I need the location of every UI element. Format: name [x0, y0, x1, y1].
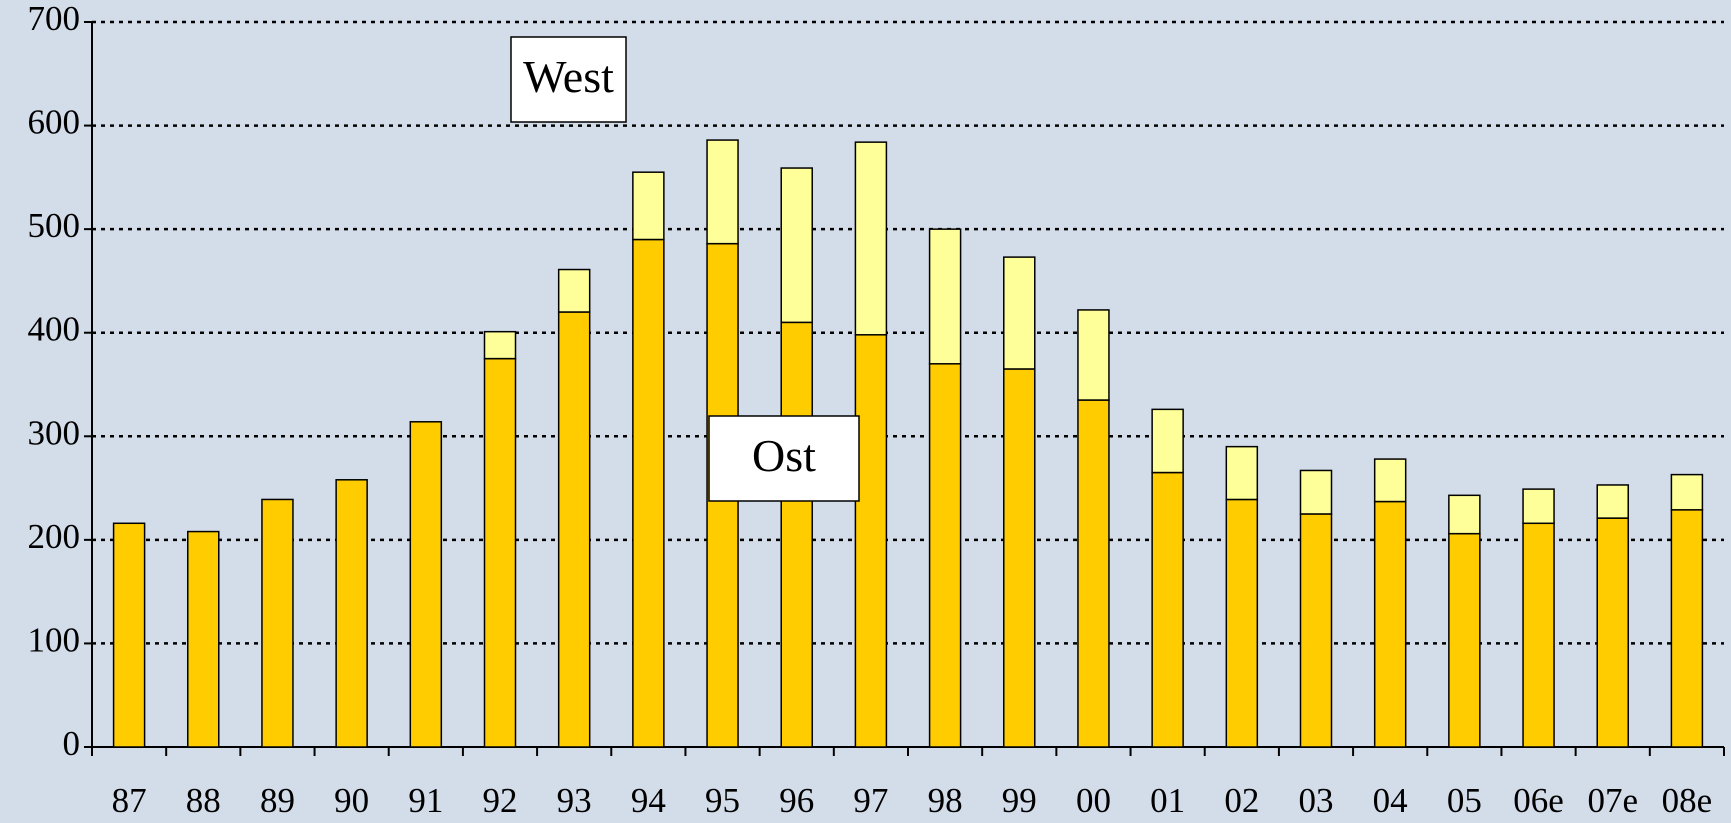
- bar-segment: [187, 530, 220, 748]
- bar-segment: [854, 141, 888, 336]
- x-tick-label: 07e: [1587, 781, 1638, 820]
- bar-segment: [1448, 494, 1481, 535]
- y-tick-label: 700: [28, 0, 81, 38]
- bar-segment: [1003, 368, 1036, 748]
- x-tick-label: 88: [186, 781, 221, 820]
- x-tick-label: 00: [1076, 781, 1111, 820]
- bar-segment: [1225, 498, 1259, 748]
- x-tick-label: 93: [557, 781, 592, 820]
- bar-segment: [928, 228, 962, 365]
- x-tick-label: 92: [483, 781, 518, 820]
- bar-segment: [1596, 517, 1629, 748]
- y-tick-label: 100: [28, 620, 81, 659]
- x-tick-label: 08e: [1662, 781, 1713, 820]
- bar-segment: [1522, 522, 1555, 748]
- x-tick-label: 89: [260, 781, 295, 820]
- y-tick-label: 300: [28, 413, 81, 452]
- series-label-box: [708, 415, 860, 502]
- bar-segment: [1077, 309, 1110, 401]
- bar-segment: [335, 479, 368, 748]
- bar-segment: [409, 421, 443, 748]
- x-tick-label: 94: [631, 781, 666, 820]
- x-tick-label: 90: [334, 781, 369, 820]
- bar-segment: [1448, 532, 1481, 748]
- x-tick-label: 91: [408, 781, 443, 820]
- bar-segment: [632, 238, 665, 748]
- bar-segment: [483, 330, 517, 360]
- x-tick-label: 05: [1447, 781, 1482, 820]
- series-label-box: [510, 36, 627, 123]
- x-tick-label: 95: [705, 781, 740, 820]
- y-tick-label: 0: [63, 724, 81, 763]
- x-tick-label: 99: [1002, 781, 1037, 820]
- bar-segment: [1151, 408, 1184, 474]
- bar-segment: [1225, 445, 1259, 501]
- bar-segment: [1522, 488, 1555, 525]
- bar-segment: [557, 311, 591, 748]
- bar-segment: [1373, 458, 1407, 503]
- x-tick-label: 96: [779, 781, 814, 820]
- bar-segment: [854, 334, 888, 748]
- bar-segment: [706, 139, 739, 245]
- series-label: Ost: [752, 430, 816, 481]
- x-tick-label: 87: [112, 781, 147, 820]
- x-tick-label: 97: [853, 781, 888, 820]
- series-label: West: [523, 51, 614, 102]
- x-tick-label: 02: [1224, 781, 1259, 820]
- bar-segment: [1596, 484, 1629, 519]
- bar-segment: [261, 498, 294, 748]
- y-tick-label: 600: [28, 103, 81, 142]
- x-tick-label: 06e: [1513, 781, 1564, 820]
- bar-segment: [557, 268, 591, 313]
- bar-segment: [632, 171, 665, 241]
- bar-segment: [1151, 471, 1184, 748]
- bar-segment: [780, 321, 813, 748]
- x-tick-label: 98: [928, 781, 963, 820]
- bar-segment: [1299, 513, 1333, 748]
- bar-segment: [483, 357, 517, 748]
- bar-segment: [1077, 399, 1110, 748]
- y-tick-label: 400: [28, 310, 81, 349]
- bar-segment: [1670, 473, 1704, 511]
- y-tick-label: 500: [28, 206, 81, 245]
- x-tick-label: 01: [1150, 781, 1185, 820]
- bar-segment: [928, 363, 962, 748]
- bar-segment: [1373, 500, 1407, 748]
- bar-segment: [1003, 256, 1036, 370]
- bar-segment: [1670, 509, 1704, 748]
- bar-segment: [780, 167, 813, 324]
- y-tick-label: 200: [28, 517, 81, 556]
- bar-segment: [1299, 469, 1333, 515]
- x-tick-label: 03: [1299, 781, 1334, 820]
- bar-segment: [112, 522, 146, 748]
- x-tick-label: 04: [1373, 781, 1408, 820]
